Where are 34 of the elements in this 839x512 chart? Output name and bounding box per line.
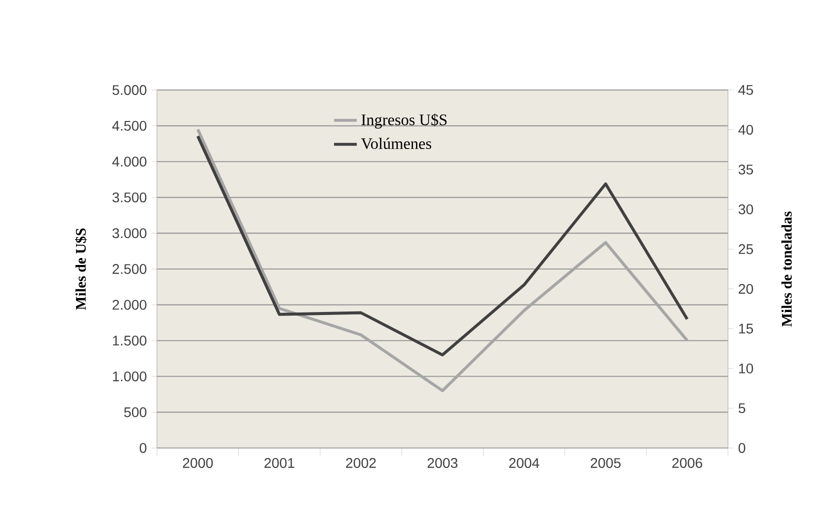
y-tick-label: 1.000 [112,371,146,382]
x-tick-label: 2003 [428,458,458,468]
x-tick-label: 2002 [346,458,376,468]
y-tick-label: 0 [140,443,146,453]
y2-tick-label: 25 [738,244,754,254]
x-tick-label: 2000 [182,458,213,468]
y2-tick-label: 10 [739,364,754,374]
x-tick-label: 2006 [672,458,702,468]
legend-label: Ingresos U$S [362,114,447,129]
line-series [196,128,689,392]
x-tick-label: 2004 [509,458,540,468]
y-tick-label: 5.000 [112,85,146,95]
y2-tick-label: 15 [739,324,754,334]
y2-tick-label: 45 [738,85,754,95]
x-tick-label: 2001 [264,458,294,468]
y-tick-label: 4.000 [112,156,146,167]
line-series [196,134,689,356]
legend-label: Volúmenes [361,138,432,150]
y2-tick-label: 40 [738,124,754,135]
y2-axis-title: Miles de toneladas [781,212,792,327]
y-tick-label: 2.500 [112,264,146,274]
y-tick-label: 3.500 [112,192,146,202]
y-axis-title: Miles de U$S [75,228,87,310]
y2-tick-label: 35 [738,164,754,175]
y2-tick-label: 30 [738,204,754,214]
y-tick-label: 2.000 [112,300,146,310]
y-tick-label: 4.500 [112,120,146,131]
y2-tick-label: 5 [738,403,746,414]
y-tick-label: 3.000 [112,228,146,238]
x-tick-label: 2005 [590,458,621,468]
y2-tick-label: 0 [738,443,746,453]
y-tick-label: 1.500 [112,336,146,346]
y2-tick-label: 20 [738,284,754,294]
y-tick-label: 500 [124,407,146,418]
